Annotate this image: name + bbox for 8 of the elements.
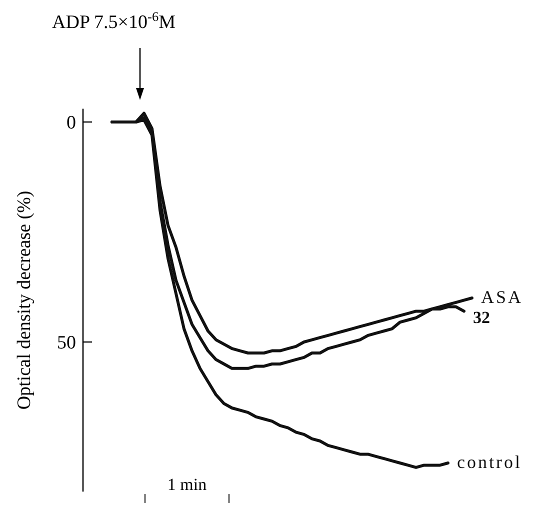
series-label: 32	[473, 308, 490, 327]
annotation: 1 min	[167, 475, 208, 494]
text: ADP 7.5×10$^{-6}$M	[52, 8, 176, 33]
series-label: control	[457, 452, 522, 472]
y-axis-title: Optical density decrease (%)	[14, 190, 35, 410]
y-tick-label: 0	[66, 112, 76, 134]
series-label: ASA	[481, 287, 524, 307]
y-tick-label: 50	[57, 332, 76, 354]
